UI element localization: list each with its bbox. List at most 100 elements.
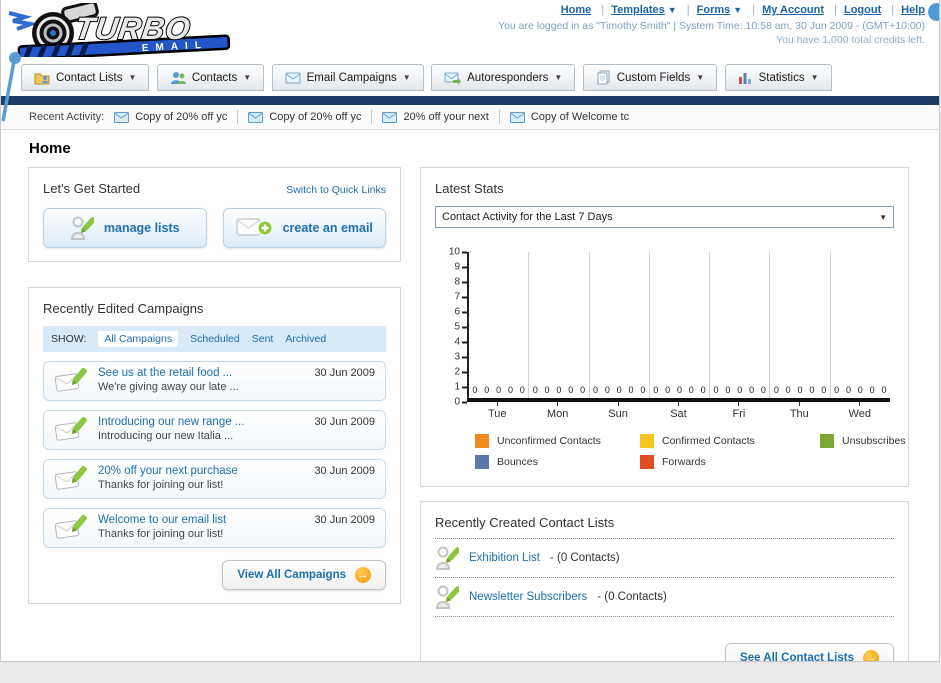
header-link-templates[interactable]: Templates [611,4,665,16]
filter-scheduled[interactable]: Scheduled [190,333,240,345]
chart-legend: Unconfirmed Contacts Confirmed Contacts … [475,434,906,469]
divider [237,110,239,124]
legend-swatch [640,434,654,448]
main-nav: Contact Lists ▼ Contacts ▼ Email Campaigns… [1,58,939,96]
manage-lists-button[interactable]: manage lists [43,208,207,248]
chevron-down-icon: ▼ [402,73,411,82]
legend-item: Confirmed Contacts [640,434,820,448]
folder-contacts-icon [34,73,50,85]
login-status: You are logged in as "Timothy Smith" | S… [498,20,925,32]
tab-contact-lists[interactable]: Contact Lists ▼ [21,64,150,91]
stats-period-select[interactable]: Contact Activity for the Last 7 Days ▼ [435,206,894,228]
recently-created-contact-lists-panel: Recently Created Contact Lists Exhibitio… [420,501,909,661]
campaign-title-link[interactable]: Introducing our new range ... [98,416,245,428]
chart-x-tick-label: Sun [588,402,648,420]
contact-list-row: Exhibition List - (0 Contacts) [435,539,894,578]
envelope-arrow-icon [444,72,462,85]
recent-activity-item[interactable]: Copy of Welcome tc [509,111,629,123]
campaign-date: 30 Jun 2009 [314,465,375,477]
person-pencil-icon [70,216,94,240]
recent-activity-item[interactable]: Copy of 20% off yc [248,111,361,123]
legend-item: Forwards [640,455,820,469]
show-label: SHOW: [51,333,87,345]
tab-email-campaigns[interactable]: Email Campaigns ▼ [271,64,424,91]
tab-statistics[interactable]: Statistics ▼ [724,64,832,91]
svg-text:EMAIL: EMAIL [142,40,209,54]
legend-swatch [820,434,834,448]
header-link-my-account[interactable]: My Account [762,4,825,16]
contact-list-count: - (0 Contacts) [549,552,620,564]
contact-list-link[interactable]: Newsletter Subscribers [469,591,588,603]
contact-list-link[interactable]: Exhibition List [469,552,540,564]
view-all-campaigns-button[interactable]: View All Campaigns → [222,560,386,590]
divider [371,110,373,124]
tab-label: Custom Fields [616,71,691,84]
filter-archived[interactable]: Archived [285,333,327,345]
contact-list-row: Newsletter Subscribers - (0 Contacts) [435,578,894,617]
campaign-subtitle: Thanks for joining our list! [98,479,224,491]
campaign-subtitle: We're giving away our late ... [98,381,239,393]
chevron-down-icon: ▼ [243,73,252,82]
person-pencil-icon [435,546,459,570]
chart-x-tick-label: Tue [467,402,527,420]
switch-to-quick-links[interactable]: Switch to Quick Links [286,184,386,196]
tab-label: Contact Lists [56,71,123,84]
recent-activity-item[interactable]: Copy of 20% off yc [114,111,227,123]
decorative-circle [928,3,939,21]
envelope-pencil-icon [54,416,87,441]
tab-contacts[interactable]: Contacts ▼ [156,64,265,91]
recent-activity-bar: Recent Activity: Copy of 20% off yc Copy… [1,105,939,130]
app-window: EMAIL TURBO Home Templates▼ Forms▼ My Ac… [0,0,940,662]
campaign-row: 20% off your next purchase Thanks for jo… [43,459,386,499]
campaign-subtitle: Thanks for joining our list! [98,528,224,540]
campaign-row: Welcome to our email list Thanks for joi… [43,508,386,548]
tab-label: Autoresponders [467,71,549,84]
chevron-down-icon: ▼ [696,73,705,82]
chevron-down-icon: ▼ [667,5,677,15]
people-icon [170,72,186,84]
campaign-title-link[interactable]: See us at the retail food ... [98,367,233,379]
chart-x-tick-label: Fri [709,402,769,420]
contact-list-count: - (0 Contacts) [597,591,667,603]
header-link-help[interactable]: Help [901,4,925,16]
pages-icon [597,70,610,85]
campaign-filter-bar: SHOW: All Campaigns Scheduled Sent Archi… [43,326,386,352]
envelope-icon [509,111,525,123]
chart-x-tick-label: Mon [527,402,587,420]
divider [498,110,500,124]
create-an-email-button[interactable]: create an email [222,208,386,248]
campaign-row: See us at the retail food ... We're givi… [43,361,386,401]
recent-activity-item[interactable]: 20% off your next [382,111,489,123]
legend-item: Unsubscribes [820,434,906,448]
envelope-icon [285,72,301,84]
chevron-down-icon: ▼ [879,212,887,222]
header-link-forms[interactable]: Forms [696,4,731,16]
filter-sent[interactable]: Sent [251,333,274,345]
get-started-title: Let's Get Started [43,181,141,196]
tab-custom-fields[interactable]: Custom Fields ▼ [582,64,718,91]
header-links: Home Templates▼ Forms▼ My Account Logout… [498,4,925,16]
tab-autoresponders[interactable]: Autoresponders ▼ [431,64,576,91]
campaign-title-link[interactable]: Welcome to our email list [98,514,227,526]
arrow-icon: → [355,567,371,583]
see-all-contact-lists-button[interactable]: See All Contact Lists → [725,643,894,661]
filter-all-campaigns[interactable]: All Campaigns [98,331,179,347]
credits-status: You have 1,000 total credits left. [775,34,925,46]
campaign-title-link[interactable]: 20% off your next purchase [98,465,238,477]
legend-item: Bounces [475,455,640,469]
legend-swatch [640,455,654,469]
header-link-home[interactable]: Home [560,4,592,16]
chart-y-axis: 0 1 2 3 4 5 6 7 8 9 10 [441,247,467,408]
turbo-email-logo[interactable]: EMAIL TURBO [5,0,245,62]
chevron-down-icon: ▼ [733,5,743,15]
chart-x-tick-label: Wed [830,402,890,420]
chart-x-tick-label: Thu [769,402,829,420]
accent-bar [1,96,939,105]
header-link-logout[interactable]: Logout [843,4,882,16]
latest-stats-title: Latest Stats [435,181,504,196]
